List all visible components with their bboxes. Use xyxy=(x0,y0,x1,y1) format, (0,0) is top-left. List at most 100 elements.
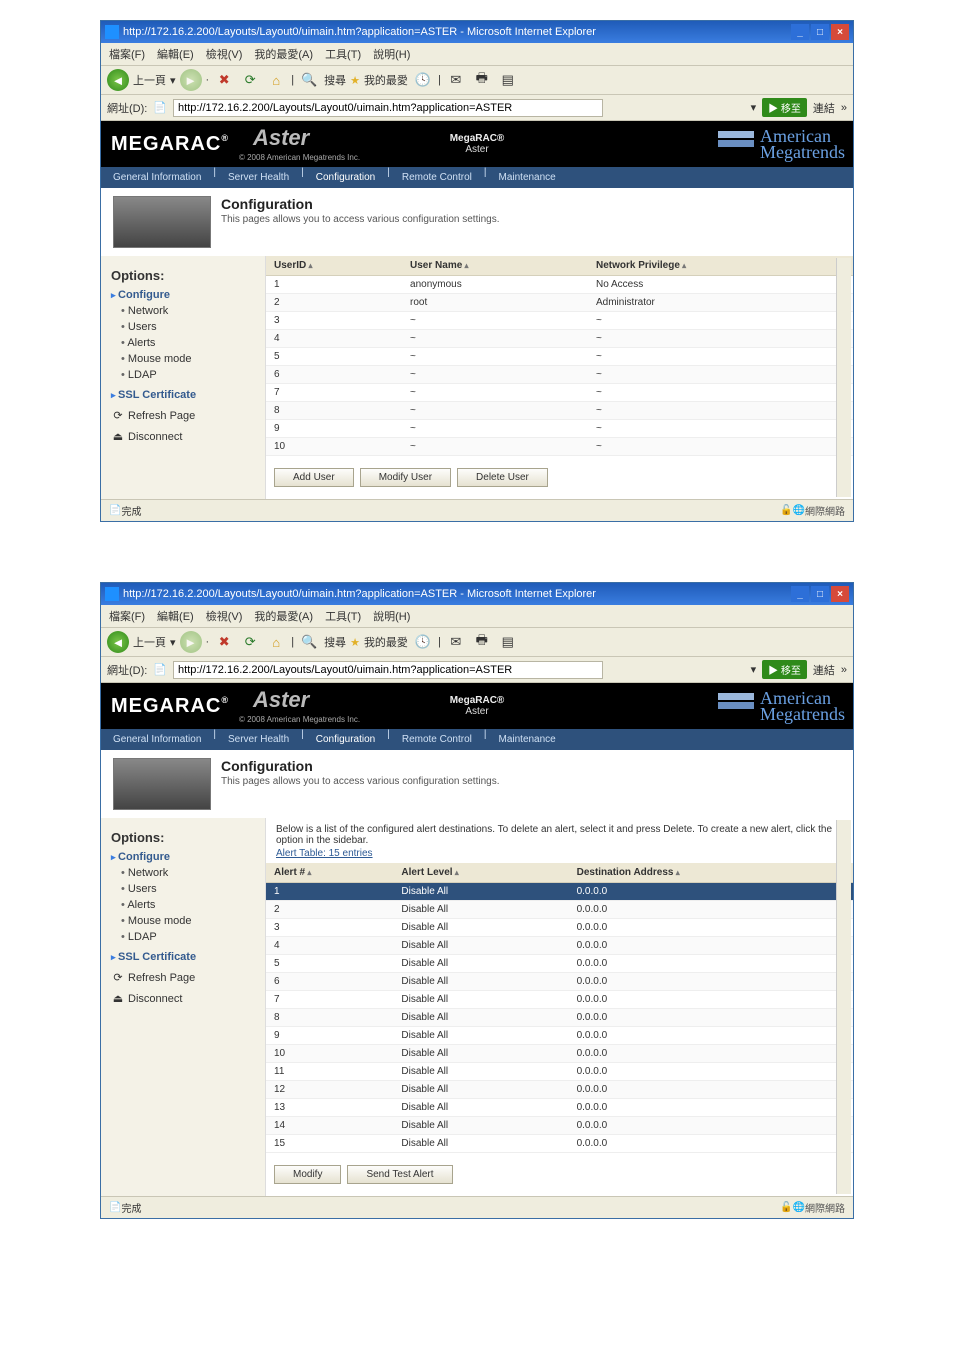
menu-view[interactable]: 檢視(V) xyxy=(206,608,243,624)
titlebar[interactable]: http://172.16.2.200/Layouts/Layout0/uima… xyxy=(101,21,853,43)
mail-button[interactable]: ✉ xyxy=(445,69,467,91)
table-row[interactable]: 8~~ xyxy=(266,402,853,420)
tab-remote[interactable]: Remote Control xyxy=(390,729,484,750)
tab-general[interactable]: General Information xyxy=(101,167,213,188)
table-row[interactable]: 6~~ xyxy=(266,366,853,384)
menu-fav[interactable]: 我的最愛(A) xyxy=(254,46,313,62)
edit-button[interactable]: ▤ xyxy=(497,631,519,653)
menu-help[interactable]: 說明(H) xyxy=(373,46,410,62)
sidebar-ssl[interactable]: SSL Certificate xyxy=(111,951,261,963)
col-alertlevel[interactable]: Alert Level xyxy=(393,863,568,883)
titlebar[interactable]: http://172.16.2.200/Layouts/Layout0/uima… xyxy=(101,583,853,605)
table-row[interactable]: 1anonymousNo Access xyxy=(266,276,853,294)
table-row[interactable]: 13Disable All0.0.0.0 xyxy=(266,1099,853,1117)
sidebar-alerts[interactable]: Alerts xyxy=(121,897,261,913)
sidebar-network[interactable]: Network xyxy=(121,865,261,881)
scrollbar[interactable] xyxy=(836,820,851,1194)
back-button[interactable]: ◄ xyxy=(107,69,129,91)
sidebar-mouse[interactable]: Mouse mode xyxy=(121,913,261,929)
table-row[interactable]: 8Disable All0.0.0.0 xyxy=(266,1009,853,1027)
menubar[interactable]: 檔案(F) 編輯(E) 檢視(V) 我的最愛(A) 工具(T) 說明(H) xyxy=(101,43,853,66)
forward-button[interactable]: ► xyxy=(180,69,202,91)
table-row[interactable]: 1Disable All0.0.0.0 xyxy=(266,883,853,901)
sidebar-refresh[interactable]: ⟳Refresh Page xyxy=(111,409,261,422)
sidebar-configure[interactable]: Configure xyxy=(111,851,261,863)
col-username[interactable]: User Name xyxy=(402,256,588,276)
home-button[interactable]: ⌂ xyxy=(265,69,287,91)
sidebar-users[interactable]: Users xyxy=(121,319,261,335)
menu-tools[interactable]: 工具(T) xyxy=(325,46,361,62)
col-privilege[interactable]: Network Privilege xyxy=(588,256,853,276)
sidebar-refresh[interactable]: ⟳Refresh Page xyxy=(111,971,261,984)
table-row[interactable]: 3Disable All0.0.0.0 xyxy=(266,919,853,937)
maximize-button[interactable]: □ xyxy=(811,24,829,40)
tab-maint[interactable]: Maintenance xyxy=(486,729,567,750)
table-row[interactable]: 4~~ xyxy=(266,330,853,348)
menu-file[interactable]: 檔案(F) xyxy=(109,46,145,62)
back-button[interactable]: ◄ xyxy=(107,631,129,653)
maximize-button[interactable]: □ xyxy=(811,586,829,602)
send-test-alert-button[interactable]: Send Test Alert xyxy=(347,1165,452,1184)
sidebar-users[interactable]: Users xyxy=(121,881,261,897)
menu-fav[interactable]: 我的最愛(A) xyxy=(254,608,313,624)
table-row[interactable]: 11Disable All0.0.0.0 xyxy=(266,1063,853,1081)
table-row[interactable]: 10Disable All0.0.0.0 xyxy=(266,1045,853,1063)
table-row[interactable]: 3~~ xyxy=(266,312,853,330)
col-userid[interactable]: UserID xyxy=(266,256,402,276)
sidebar-ssl[interactable]: SSL Certificate xyxy=(111,389,261,401)
table-row[interactable]: 6Disable All0.0.0.0 xyxy=(266,973,853,991)
table-row[interactable]: 2Disable All0.0.0.0 xyxy=(266,901,853,919)
sidebar-configure[interactable]: Configure xyxy=(111,289,261,301)
url-input[interactable] xyxy=(173,661,603,679)
sidebar-ldap[interactable]: LDAP xyxy=(121,367,261,383)
menu-view[interactable]: 檢視(V) xyxy=(206,46,243,62)
table-row[interactable]: 2rootAdministrator xyxy=(266,294,853,312)
refresh-button[interactable]: ⟳ xyxy=(239,69,261,91)
minimize-button[interactable]: _ xyxy=(791,586,809,602)
table-row[interactable]: 5~~ xyxy=(266,348,853,366)
tab-health[interactable]: Server Health xyxy=(216,167,301,188)
sidebar-disconnect[interactable]: ⏏Disconnect xyxy=(111,992,261,1005)
table-row[interactable]: 9~~ xyxy=(266,420,853,438)
menubar[interactable]: 檔案(F) 編輯(E) 檢視(V) 我的最愛(A) 工具(T) 說明(H) xyxy=(101,605,853,628)
table-row[interactable]: 7~~ xyxy=(266,384,853,402)
tab-configuration[interactable]: Configuration xyxy=(304,729,387,750)
table-row[interactable]: 12Disable All0.0.0.0 xyxy=(266,1081,853,1099)
delete-user-button[interactable]: Delete User xyxy=(457,468,548,487)
tab-remote[interactable]: Remote Control xyxy=(390,167,484,188)
home-button[interactable]: ⌂ xyxy=(265,631,287,653)
col-dest[interactable]: Destination Address xyxy=(569,863,853,883)
mail-button[interactable]: ✉ xyxy=(445,631,467,653)
close-button[interactable]: × xyxy=(831,586,849,602)
sidebar-mouse[interactable]: Mouse mode xyxy=(121,351,261,367)
table-row[interactable]: 14Disable All0.0.0.0 xyxy=(266,1117,853,1135)
close-button[interactable]: × xyxy=(831,24,849,40)
tab-maint[interactable]: Maintenance xyxy=(486,167,567,188)
tab-health[interactable]: Server Health xyxy=(216,729,301,750)
table-row[interactable]: 9Disable All0.0.0.0 xyxy=(266,1027,853,1045)
search-button[interactable]: 🔍 xyxy=(298,631,320,653)
scrollbar[interactable] xyxy=(836,258,851,497)
modify-alert-button[interactable]: Modify xyxy=(274,1165,341,1184)
tab-general[interactable]: General Information xyxy=(101,729,213,750)
menu-edit[interactable]: 編輯(E) xyxy=(157,608,194,624)
history-button[interactable]: 🕓 xyxy=(412,69,434,91)
add-user-button[interactable]: Add User xyxy=(274,468,354,487)
edit-button[interactable]: ▤ xyxy=(497,69,519,91)
table-row[interactable]: 10~~ xyxy=(266,438,853,456)
col-alertnum[interactable]: Alert # xyxy=(266,863,393,883)
sidebar-alerts[interactable]: Alerts xyxy=(121,335,261,351)
table-row[interactable]: 4Disable All0.0.0.0 xyxy=(266,937,853,955)
modify-user-button[interactable]: Modify User xyxy=(360,468,451,487)
menu-tools[interactable]: 工具(T) xyxy=(325,608,361,624)
table-row[interactable]: 5Disable All0.0.0.0 xyxy=(266,955,853,973)
go-button[interactable]: ▶ 移至 xyxy=(762,98,807,117)
table-row[interactable]: 7Disable All0.0.0.0 xyxy=(266,991,853,1009)
stop-button[interactable]: ✖ xyxy=(213,631,235,653)
search-button[interactable]: 🔍 xyxy=(298,69,320,91)
tab-configuration[interactable]: Configuration xyxy=(304,167,387,188)
forward-button[interactable]: ► xyxy=(180,631,202,653)
minimize-button[interactable]: _ xyxy=(791,24,809,40)
print-button[interactable]: 🖶 xyxy=(471,631,493,653)
url-input[interactable] xyxy=(173,99,603,117)
